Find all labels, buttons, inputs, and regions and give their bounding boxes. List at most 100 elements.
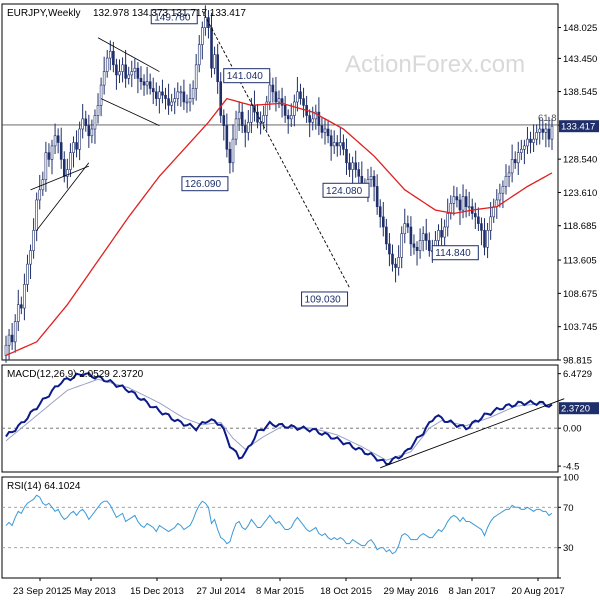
candle-body bbox=[283, 105, 287, 116]
candle-body bbox=[219, 81, 223, 116]
x-tick-label: 18 Oct 2015 bbox=[320, 586, 372, 597]
swing-label-box bbox=[150, 9, 198, 25]
candle-body bbox=[428, 240, 431, 251]
candle-body bbox=[173, 98, 177, 103]
candle-body bbox=[486, 230, 489, 248]
candle-body bbox=[4, 344, 8, 356]
candle-body bbox=[23, 284, 26, 309]
candle-body bbox=[400, 233, 403, 258]
candle-body bbox=[280, 98, 284, 106]
swing-label-149.760: 149.760 bbox=[154, 12, 191, 23]
candle-body bbox=[158, 91, 161, 99]
candle-body bbox=[72, 142, 75, 153]
candle-body bbox=[124, 64, 127, 79]
candle-body bbox=[142, 81, 146, 86]
candle-body bbox=[20, 304, 23, 309]
candle-body bbox=[541, 128, 545, 133]
candle-body bbox=[345, 148, 348, 164]
candle-body bbox=[415, 246, 419, 251]
candle-body bbox=[176, 91, 180, 99]
candle-body bbox=[516, 152, 520, 164]
candle-body bbox=[194, 64, 198, 89]
price-y-tick-label: 143.450 bbox=[563, 54, 597, 65]
candle-body bbox=[234, 118, 238, 140]
candle-body bbox=[311, 118, 315, 123]
candle-body bbox=[16, 304, 20, 322]
candle-body bbox=[84, 118, 88, 126]
candle-body bbox=[90, 128, 94, 137]
candle-body bbox=[489, 216, 492, 231]
macd-y-tick-label: 6.4729 bbox=[563, 369, 592, 380]
price-y-tick-label: 108.675 bbox=[563, 289, 597, 300]
x-tick-label: 15 Dec 2013 bbox=[130, 586, 184, 597]
candle-body bbox=[130, 71, 134, 76]
candle-body bbox=[532, 138, 535, 143]
candle-body bbox=[323, 128, 327, 133]
candle-body bbox=[391, 253, 394, 265]
swing-label-141.040: 141.040 bbox=[227, 71, 264, 82]
trendline-upper-1 bbox=[30, 165, 89, 191]
candle-body bbox=[510, 159, 514, 174]
candle-body bbox=[388, 243, 391, 255]
swing-label-box bbox=[181, 176, 229, 192]
trendline-upper-2 bbox=[97, 37, 160, 72]
candle-body bbox=[529, 138, 532, 143]
price-y-tick-label: 148.025 bbox=[563, 23, 597, 34]
candle-body bbox=[354, 162, 357, 170]
swing-label-126.090: 126.090 bbox=[185, 179, 222, 190]
candle-body bbox=[121, 64, 124, 72]
swing-label-box bbox=[431, 245, 479, 261]
dashed-trendline bbox=[201, 10, 350, 289]
candle-body bbox=[385, 226, 388, 245]
candle-body bbox=[53, 135, 57, 147]
candle-body bbox=[216, 54, 219, 83]
candle-body bbox=[13, 321, 17, 343]
candle-body bbox=[317, 111, 321, 126]
candle-body bbox=[26, 263, 29, 285]
candle-body bbox=[504, 176, 508, 187]
rsi-title: RSI(14) 64.1024 bbox=[7, 481, 81, 492]
macd-line bbox=[5, 372, 553, 466]
candle-body bbox=[161, 91, 164, 96]
x-tick-label: 23 Sep 2012 bbox=[13, 586, 67, 597]
candle-body bbox=[265, 101, 269, 116]
candle-body bbox=[38, 189, 42, 201]
price-y-tick-label: 138.545 bbox=[563, 87, 597, 98]
candle-body bbox=[115, 64, 118, 76]
macd-trendline bbox=[380, 398, 565, 469]
candle-body bbox=[418, 240, 422, 251]
x-axis: 23 Sep 2012 5 May 2013 15 Dec 2013 27 Jul 2… bbox=[13, 578, 565, 597]
candle-body bbox=[467, 206, 471, 209]
swing-label-114.840: 114.840 bbox=[435, 248, 471, 259]
candle-body bbox=[308, 115, 311, 123]
swing-label-109.030: 109.030 bbox=[305, 294, 342, 305]
candle-body bbox=[96, 105, 100, 116]
candle-body bbox=[204, 17, 207, 28]
candle-body bbox=[351, 162, 354, 170]
candle-body bbox=[7, 334, 11, 346]
candle-body bbox=[99, 84, 103, 106]
candle-body bbox=[93, 115, 97, 130]
candle-body bbox=[409, 226, 413, 245]
price-y-tick-label: 113.605 bbox=[563, 256, 597, 267]
x-tick-label: 8 Mar 2015 bbox=[256, 586, 304, 597]
candle-body bbox=[136, 67, 140, 79]
candle-body bbox=[56, 135, 60, 143]
candle-body bbox=[105, 57, 109, 72]
candle-body bbox=[492, 206, 496, 218]
candle-body bbox=[222, 115, 226, 126]
candle-body bbox=[78, 128, 81, 150]
candle-body bbox=[185, 101, 189, 104]
candle-body bbox=[228, 148, 232, 164]
candle-body bbox=[210, 27, 213, 69]
candle-body bbox=[87, 125, 91, 137]
x-tick-label: 8 Jan 2017 bbox=[448, 586, 495, 597]
candle-body bbox=[271, 84, 275, 93]
candle-body bbox=[299, 91, 302, 99]
candle-body bbox=[247, 121, 250, 133]
candle-body bbox=[47, 152, 51, 160]
candle-body bbox=[320, 125, 324, 133]
x-tick-label: 27 Jul 2014 bbox=[196, 586, 245, 597]
candle-body bbox=[394, 263, 397, 268]
